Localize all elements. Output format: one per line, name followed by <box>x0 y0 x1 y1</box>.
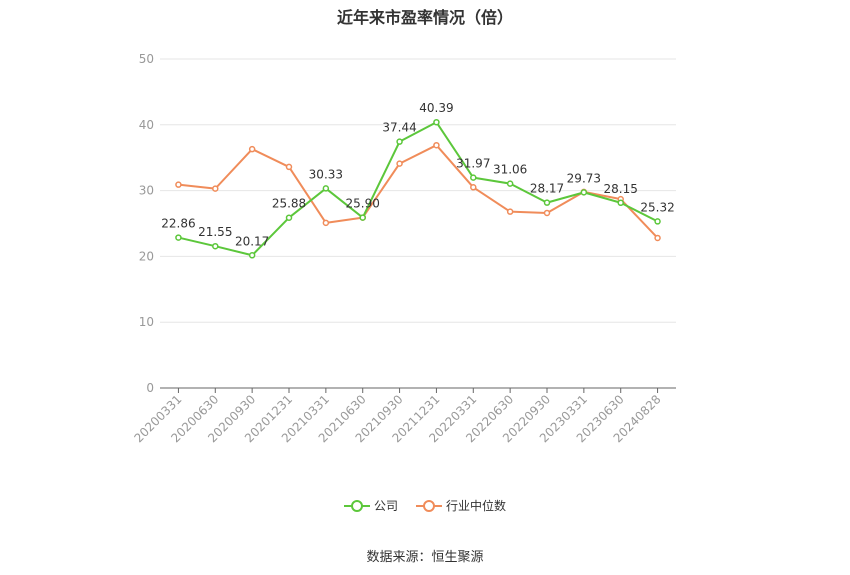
data-label: 25.32 <box>640 200 674 214</box>
legend-marker-industry-median <box>416 499 442 513</box>
data-label: 28.17 <box>530 182 564 196</box>
data-point <box>654 218 661 225</box>
data-point <box>396 138 403 145</box>
data-point <box>506 208 514 215</box>
data-label: 21.55 <box>198 225 232 239</box>
data-label: 22.86 <box>161 217 195 231</box>
y-tick-label: 40 <box>139 118 154 132</box>
y-tick-label: 30 <box>139 184 154 198</box>
data-point <box>506 180 514 187</box>
data-point <box>543 199 551 206</box>
data-label: 31.97 <box>456 157 490 171</box>
data-label: 25.88 <box>272 197 306 211</box>
y-tick-label: 10 <box>139 315 154 329</box>
data-label: 25.90 <box>346 197 380 211</box>
legend-item-company[interactable]: 公司 <box>343 497 398 514</box>
data-point <box>285 214 293 221</box>
data-label: 29.73 <box>567 171 601 185</box>
data-point <box>470 174 477 181</box>
chart-title: 近年来市盈率情况（倍） <box>336 8 513 27</box>
data-point <box>212 242 219 250</box>
y-tick-label: 0 <box>146 381 154 395</box>
data-source: 数据来源：恒生聚源 <box>366 550 484 565</box>
data-point <box>322 219 330 227</box>
data-label: 30.33 <box>309 167 343 181</box>
series-line <box>178 144 659 239</box>
data-point <box>285 163 293 171</box>
data-point <box>470 184 477 191</box>
legend: 公司 行业中位数 <box>0 497 850 514</box>
data-label: 40.39 <box>419 101 453 115</box>
legend-marker-company <box>343 499 370 513</box>
data-label: 37.44 <box>382 121 416 135</box>
data-point <box>212 185 219 192</box>
y-tick-label: 50 <box>139 52 154 66</box>
data-point <box>175 234 182 241</box>
data-point <box>543 209 551 217</box>
data-label: 20.17 <box>235 234 269 248</box>
data-label: 28.15 <box>604 182 638 196</box>
series-line <box>178 121 659 257</box>
data-point <box>433 118 440 126</box>
data-point <box>396 160 403 167</box>
legend-label-industry-median: 行业中位数 <box>446 499 507 513</box>
data-label: 31.06 <box>493 163 527 177</box>
data-point <box>248 252 256 259</box>
data-point <box>248 145 256 153</box>
data-point <box>617 199 624 207</box>
data-point <box>654 234 661 242</box>
data-point <box>175 181 182 188</box>
y-tick-label: 20 <box>139 249 154 263</box>
line-chart: 0102030405020200331202006302020093020201… <box>131 52 676 445</box>
data-point <box>359 214 366 221</box>
data-point <box>433 141 440 149</box>
legend-item-industry-median[interactable]: 行业中位数 <box>416 497 506 514</box>
data-point <box>322 185 330 192</box>
legend-label-company: 公司 <box>373 499 398 513</box>
data-point <box>580 189 588 196</box>
